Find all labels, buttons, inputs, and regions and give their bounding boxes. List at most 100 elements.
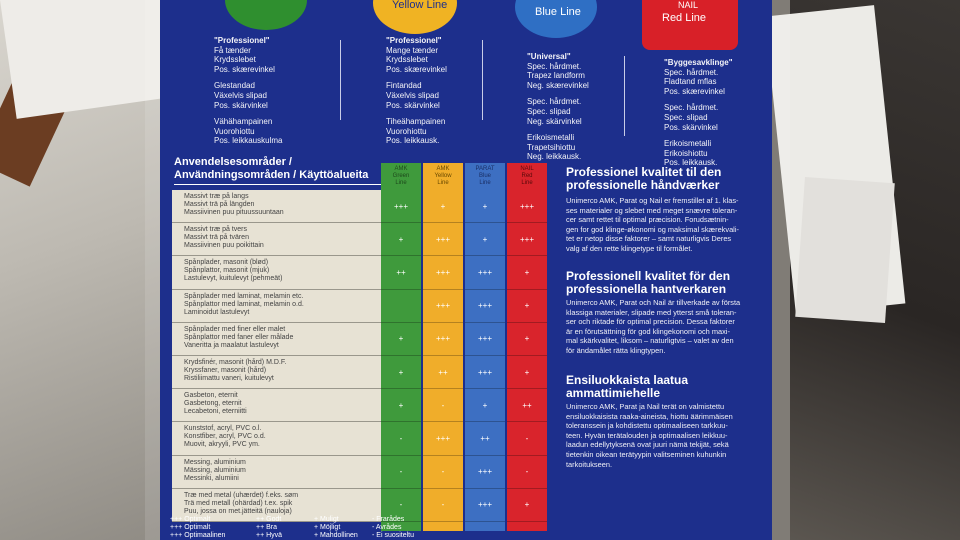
- green-blade-graphic: [225, 0, 307, 30]
- divider: [624, 56, 625, 136]
- legend-text: - Avrådes: [372, 524, 402, 531]
- column-header-line: Yellow: [434, 173, 452, 179]
- yellow-blade-graphic: Yellow Line: [373, 0, 457, 34]
- application-row-label: Træ med metal (uhærdet) f.eks. søm Trä me…: [172, 488, 388, 522]
- rating-cell: -: [507, 422, 547, 456]
- spacer: [527, 126, 589, 133]
- application-text: Gasbeton, eternit: [184, 392, 238, 400]
- column-header-line: NAIL: [520, 166, 534, 172]
- rating-legend: ++ Godt ++ Bra ++ Hyvä: [256, 516, 282, 540]
- blade-spec: Krydsslebet: [386, 55, 428, 65]
- body-line: Unimerco AMK, Parat og Nail er fremstill…: [566, 196, 739, 205]
- column-header-line: PARAT: [475, 166, 495, 172]
- spacer: [664, 132, 733, 139]
- rating-cell: ++: [381, 256, 421, 290]
- body-line: cer samt rettet til optimal præcision. F…: [566, 215, 729, 225]
- spacer: [386, 74, 447, 81]
- rating-cell: +++: [423, 323, 463, 356]
- rating-cell: +++: [465, 256, 505, 290]
- title-rule: [174, 184, 384, 185]
- application-text: Massivt træ på tvers: [184, 226, 248, 234]
- body-line: mal skärkvalitet, liksom – naturligtvis …: [566, 336, 734, 346]
- blade-spec: Pos. leikkausk.: [664, 158, 718, 168]
- section-heading: Professionell kvalitet för den profession…: [566, 270, 766, 296]
- application-row-label: Krydsfinér, masonit (hård) M.D.F. Kryssfa…: [172, 356, 388, 390]
- heading-line: Ensiluokkaista laatua: [566, 373, 689, 387]
- blade-type: "Byggesavklinge": [664, 58, 733, 67]
- rating-cell: +: [507, 290, 547, 323]
- yellow-line-label: Yellow Line: [392, 0, 448, 11]
- section-body: Unimerco AMK, Parat ja Nail terät on val…: [566, 402, 766, 469]
- body-line: tietenkin oikean terätyypin valitseminen…: [566, 449, 727, 459]
- body-line: för ändamålet rätta klingtypen.: [566, 345, 666, 355]
- title-line-2: Användningsområden / Käyttöalueita: [174, 169, 369, 181]
- blade-description-blue: "Universal" Spec. hårdmet. Trapez landform…: [527, 52, 589, 162]
- application-text: Vaneritta ja maalatut lastulevyt: [184, 341, 279, 349]
- rating-cell: +: [507, 323, 547, 356]
- legend-text: + Mahdollinen: [314, 532, 358, 539]
- rating-cell: +: [465, 389, 505, 423]
- body-line: ses materialer og slebet med meget snævr…: [566, 205, 738, 215]
- application-text: Messinki, alumiini: [184, 474, 239, 482]
- body-line: ensiluokkaisista raaka-aineista, hiottu …: [566, 411, 733, 421]
- rating-cell: -: [423, 389, 463, 423]
- rating-cell: +++: [465, 456, 505, 489]
- blade-spec: Spec. hårdmet.: [527, 97, 582, 107]
- body-line: tet er netop disse faktorer – samt natur…: [566, 234, 732, 244]
- application-row-label: Spånplader, masonit (blød) Spånplattor, m…: [172, 256, 388, 290]
- heading-line: professionella hantverkaren: [566, 282, 727, 296]
- application-text: Massiivinen puu poikittain: [184, 242, 264, 250]
- blade-spec: Växelvis slipad: [214, 90, 267, 100]
- column-header-line: Line: [479, 180, 491, 186]
- body-line: Unimerco AMK, Parat och Nail är tillverk…: [566, 298, 741, 307]
- body-line: laadun edellytyksenä ovat juuri nämä tek…: [566, 440, 729, 450]
- legend-text: - Ei suositeltu: [372, 532, 415, 539]
- title-line-1: Anvendelsesområder /: [174, 156, 292, 168]
- rating-cell: +++: [465, 290, 505, 323]
- product-sheet: Yellow Line Blue Line NAIL Red Line "Pro…: [160, 0, 772, 540]
- legend-text: ++ Godt: [256, 516, 282, 523]
- rating-cell: -: [381, 422, 421, 456]
- blade-spec: Pos. skärvinkel: [214, 100, 268, 110]
- blade-spec: Fladtand mflas: [664, 77, 717, 87]
- column-header-line: Line: [395, 180, 407, 186]
- rating-cell: +++: [423, 290, 463, 323]
- divider: [340, 40, 341, 120]
- application-row-label: Massivt træ på tvers Massivt trä på tväre…: [172, 223, 388, 257]
- rating-legend: + Muligt + Möjligt + Mahdollinen: [314, 516, 358, 540]
- section-body: Unimerco AMK, Parat och Nail är tillverk…: [566, 298, 766, 356]
- rating-cell: +: [465, 190, 505, 224]
- column-header-line: AMK: [394, 166, 408, 172]
- background-paper-right-2: [795, 177, 895, 323]
- blade-spec: Vuorohiottu: [386, 126, 427, 136]
- blade-spec: Pos. skærevinkel: [214, 64, 275, 74]
- rating-legend: +++ Optimalt +++ Optimalt +++ Optimaalinen: [170, 516, 225, 540]
- body-line: teen. Hyvän terätalouden ja optimaalisen…: [566, 430, 728, 440]
- rating-cell: ++: [465, 422, 505, 456]
- blade-spec: Erikoismetalli: [664, 139, 712, 149]
- blade-spec: Fintandad: [386, 81, 422, 91]
- blade-spec: Neg. skärvinkel: [527, 116, 582, 126]
- column-header-line: Blue: [478, 173, 491, 179]
- legend-text: - Frarådes: [372, 516, 405, 523]
- body-line: gen for god klinge-økonomi og maksimal s…: [566, 224, 739, 234]
- application-text: Messing, aluminium: [184, 458, 246, 466]
- heading-line: Professionel kvalitet til den: [566, 165, 722, 179]
- legend-text: +++ Optimalt: [170, 524, 211, 531]
- application-text: Ristiliimattu vaneri, kuitulevyt: [184, 375, 274, 382]
- spacer: [214, 110, 282, 117]
- blade-spec: Få tænder: [214, 45, 251, 55]
- application-text: Krydsfinér, masonit (hård) M.D.F.: [184, 359, 287, 366]
- blade-spec: Pos. skärvinkel: [386, 100, 440, 110]
- column-header: NAIL Red Line: [507, 163, 547, 189]
- application-text: Massiivinen puu pituussuuntaan: [184, 209, 284, 216]
- blade-spec: Tiheähampainen: [386, 117, 446, 127]
- application-text: Spånplader med finer eller malet: [184, 325, 286, 333]
- blade-spec: Glestandad: [214, 81, 255, 91]
- rating-cell: [381, 290, 421, 323]
- body-line: klassiga materialer, slipade med ytterst…: [566, 307, 737, 317]
- blue-line-label: Blue Line: [535, 6, 581, 18]
- column-header-line: AMK: [436, 166, 450, 172]
- spacer: [386, 110, 447, 117]
- legend-text: ++ Bra: [256, 524, 278, 531]
